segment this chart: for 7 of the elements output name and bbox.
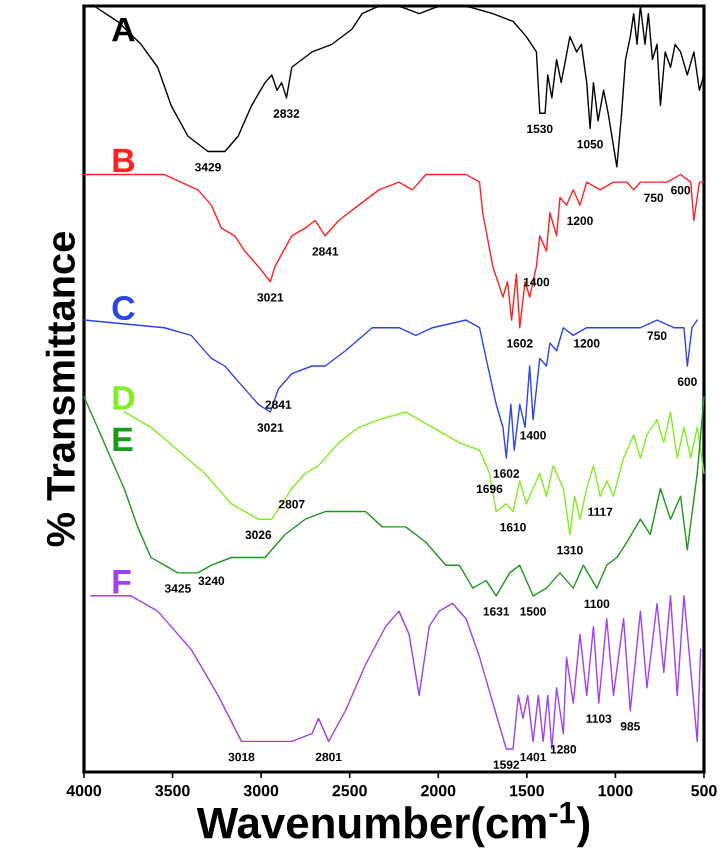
series-label: D [113, 386, 135, 410]
series-label: F [113, 570, 131, 594]
y-axis-title: % Transmittance [45, 232, 75, 547]
series-label: E [113, 427, 133, 452]
series-label: B [113, 148, 135, 173]
series-label: C [112, 296, 135, 321]
x-axis-title: Wavenumber(cm$^{-1}$) [196, 802, 590, 848]
